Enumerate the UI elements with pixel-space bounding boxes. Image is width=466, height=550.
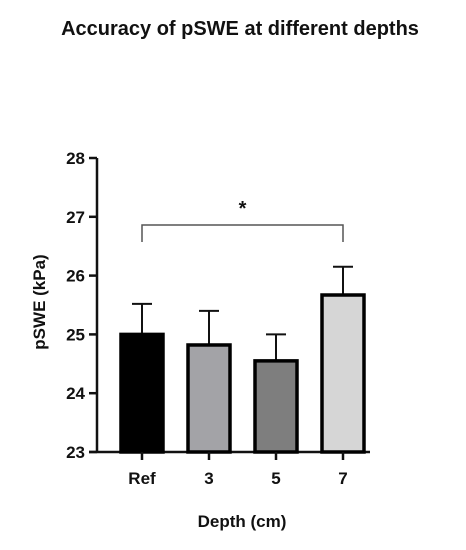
chart-title: Accuracy of pSWE at different depths — [61, 18, 419, 40]
y-tick-label: 28 — [66, 149, 85, 168]
x-axis-label: Depth (cm) — [198, 512, 287, 531]
x-tick-label: 3 — [204, 469, 213, 488]
x-tick-label: Ref — [128, 469, 156, 488]
significance-line — [141, 224, 344, 242]
plot-area: 23 24 25 26 27 28 Ref 3 5 7 — [66, 149, 370, 488]
x-tick-label: 5 — [271, 469, 280, 488]
significance-marker: * — [239, 198, 247, 220]
y-tick-label: 25 — [66, 325, 85, 344]
y-tick-label: 24 — [66, 384, 85, 403]
significance-bracket: * — [141, 198, 344, 242]
y-tick-label: 27 — [66, 208, 85, 227]
x-tick-label: 7 — [338, 469, 347, 488]
bar-ref — [119, 332, 165, 454]
y-tick-label: 26 — [66, 267, 85, 286]
bar-5 — [253, 359, 299, 454]
bar-3 — [186, 343, 232, 454]
y-tick-label: 23 — [66, 443, 85, 462]
y-axis-label: pSWE (kPa) — [30, 254, 49, 349]
bar-7 — [320, 293, 366, 454]
